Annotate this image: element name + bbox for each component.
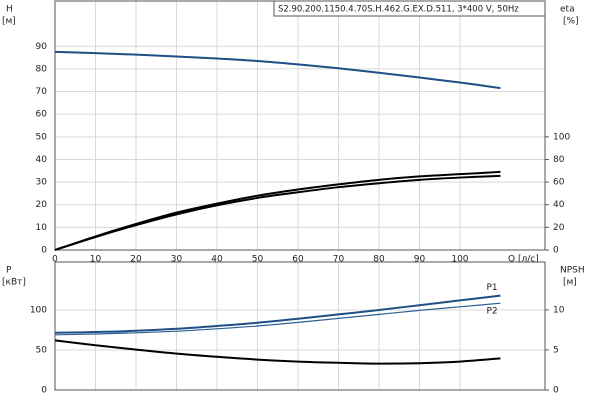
x-tick-label: 80 [373,255,385,265]
y-tick-label: 50 [36,346,48,356]
y-tick-label: 30 [36,178,48,188]
curve [54,174,501,251]
y-tick-label: 90 [36,42,48,52]
x-tick-label: 90 [414,255,426,265]
y-tick-label: 100 [30,306,47,316]
y-axis-unit: [кВт] [2,278,26,288]
series-label: P1 [486,283,497,293]
series-label: P2 [486,307,497,317]
y-tick-label: 70 [36,87,48,97]
x-tick-label: 10 [90,255,102,265]
curve [54,294,501,334]
y-axis-label: P [6,266,12,276]
y2-axis-unit: [%] [563,17,579,27]
y-tick-label: 0 [41,386,47,396]
y2-tick-label: 60 [553,178,565,188]
y-tick-label: 10 [36,223,48,233]
y2-axis-unit: [м] [563,278,577,288]
y2-tick-label: 40 [553,200,565,210]
y-tick-label: 20 [36,200,48,210]
y-tick-label: 60 [36,110,48,120]
y2-axis-label: eta [560,5,575,15]
x-axis-label: Q [л/с] [508,255,539,265]
y-tick-label: 0 [41,246,47,256]
x-tick-label: 40 [211,255,223,265]
x-tick-label: 0 [52,255,58,265]
y-axis-unit: [м] [2,17,16,27]
chart-title: S2.90.200.1150.4.70S.H.462.G.EX.D.511, 3… [278,5,519,15]
x-tick-label: 30 [171,255,183,265]
y-axis-label: H [6,5,13,15]
y2-tick-label: 100 [553,132,570,142]
y-tick-label: 50 [36,132,48,142]
y2-axis-label: NPSH [560,266,585,276]
x-tick-label: 70 [333,255,345,265]
y2-tick-label: 80 [553,155,565,165]
x-tick-label: 20 [130,255,142,265]
title-box [273,0,546,17]
y2-tick-label: 10 [553,306,565,316]
y2-tick-label: 20 [553,223,565,233]
curve [54,50,501,90]
plot-frame [54,261,546,391]
y-tick-label: 80 [36,64,48,74]
y-tick-label: 40 [36,155,48,165]
x-tick-label: 50 [252,255,264,265]
curve [54,339,501,365]
curve [54,302,501,336]
y2-tick-label: 0 [553,246,559,256]
x-tick-label: 60 [292,255,304,265]
y2-tick-label: 5 [553,346,559,356]
curve [54,170,501,251]
y2-tick-label: 0 [553,386,559,396]
x-tick-label: 100 [451,255,468,265]
